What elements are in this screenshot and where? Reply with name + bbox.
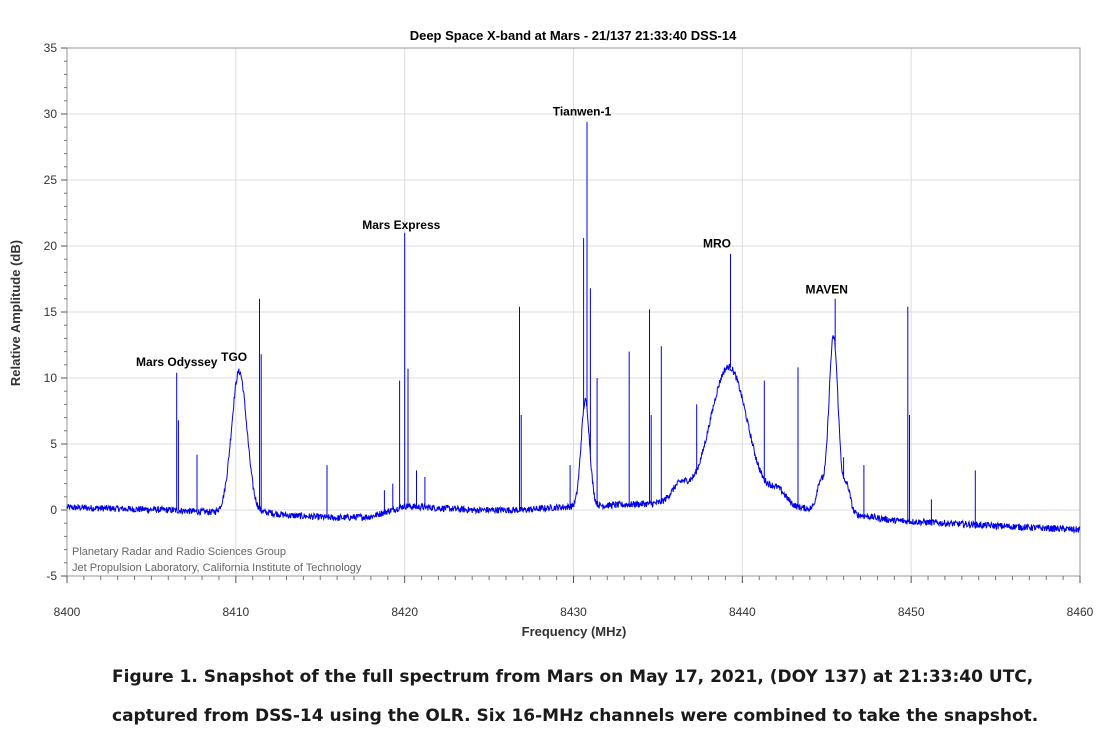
spacecraft-label: Mars Express xyxy=(362,218,440,232)
y-tick-label: 20 xyxy=(44,239,58,253)
spectrum-chart: Deep Space X-band at Mars - 21/137 21:33… xyxy=(8,28,1094,639)
credit-line-2: Jet Propulsion Laboratory, California In… xyxy=(72,562,362,574)
y-tick-label: 10 xyxy=(44,371,58,385)
y-axis: -5 0 5 10 15 20 25 30 35 xyxy=(44,41,67,583)
chart-title: Deep Space X-band at Mars - 21/137 21:33… xyxy=(410,28,737,43)
annotations: Mars Odyssey TGO Mars Express Tianwen-1 MRO M… xyxy=(136,104,848,369)
y-tick-label: 0 xyxy=(50,503,57,517)
spacecraft-label: Mars Odyssey xyxy=(136,355,218,369)
y-tick-label: 5 xyxy=(50,437,57,451)
x-axis-label: Frequency (MHz) xyxy=(522,624,627,639)
spacecraft-label: Tianwen-1 xyxy=(553,104,612,118)
spacecraft-label: MAVEN xyxy=(806,283,848,297)
credit-line-1: Planetary Radar and Radio Sciences Group xyxy=(72,546,286,558)
x-tick-label: 8410 xyxy=(222,605,249,619)
spectrum-line xyxy=(66,121,1081,534)
x-tick-label: 8400 xyxy=(54,605,81,619)
figure-caption-line-1: Figure 1. Snapshot of the full spectrum … xyxy=(112,667,1034,687)
x-tick-label: 8430 xyxy=(560,605,587,619)
grid xyxy=(67,48,1080,576)
y-axis-label: Relative Amplitude (dB) xyxy=(8,240,23,386)
x-tick-label: 8420 xyxy=(391,605,418,619)
x-tick-label: 8450 xyxy=(898,605,925,619)
y-tick-label: 35 xyxy=(44,41,58,55)
y-tick-label: 15 xyxy=(44,305,58,319)
spacecraft-label: MRO xyxy=(703,236,731,250)
y-tick-label: 25 xyxy=(44,173,58,187)
x-tick-label: 8460 xyxy=(1067,605,1094,619)
spacecraft-label: TGO xyxy=(221,350,247,364)
y-tick-label: -5 xyxy=(46,569,57,583)
x-tick-label: 8440 xyxy=(729,605,756,619)
figure-caption-line-2: captured from DSS-14 using the OLR. Six … xyxy=(112,706,1039,726)
x-axis: 8400 8410 8420 8430 8440 8450 8460 xyxy=(54,576,1094,619)
y-tick-label: 30 xyxy=(44,107,58,121)
